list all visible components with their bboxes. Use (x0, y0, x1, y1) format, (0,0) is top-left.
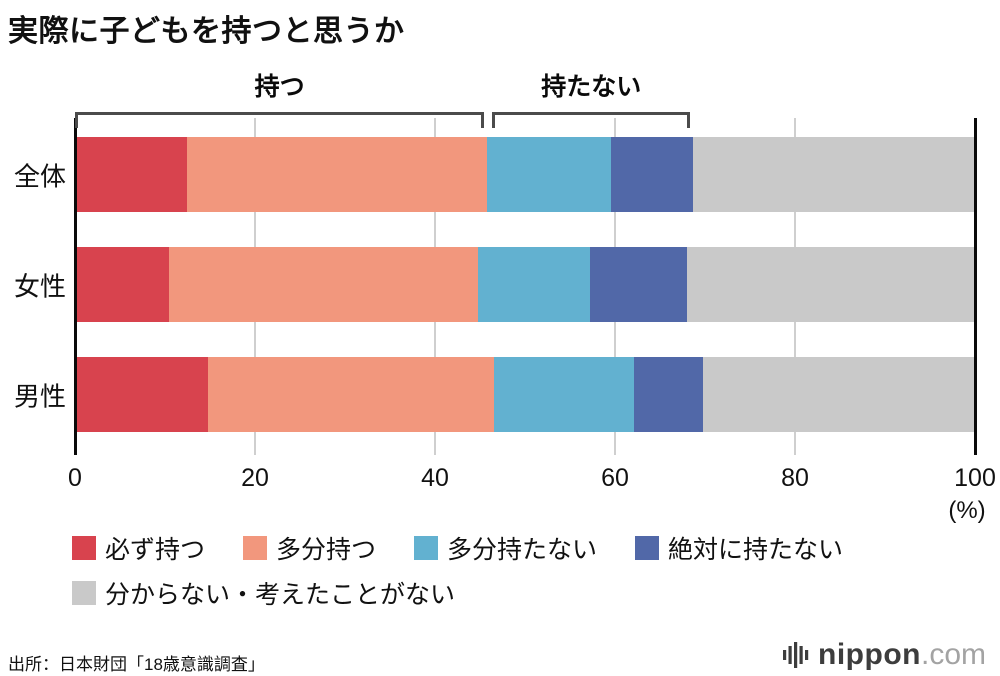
logo-name: nippon (818, 638, 921, 671)
nippon-logo-text: nippon.com (818, 640, 986, 670)
bar-segment (611, 137, 694, 212)
legend-item: 多分持つ (243, 530, 376, 566)
legend-label: 必ず持つ (105, 536, 206, 564)
x-tick-label: 40 (421, 464, 449, 492)
chart-title: 実際に子どもを持つと思うか (8, 15, 405, 48)
category-label: 男性 (13, 381, 66, 411)
x-tick-label: 20 (241, 464, 269, 492)
x-tick-label: 80 (781, 464, 809, 492)
bar-segment (487, 137, 612, 212)
bar-segment (703, 357, 975, 432)
bar-segment (693, 137, 975, 212)
category-label: 女性 (13, 271, 66, 301)
x-tick-label: 0 (68, 464, 82, 492)
x-tick-label: 100 (954, 464, 996, 492)
plot-area (74, 118, 977, 455)
bar-segment (75, 247, 169, 322)
y-axis-line (74, 118, 77, 455)
bar-segment (494, 357, 634, 432)
legend-label: 多分持たない (447, 536, 598, 564)
legend-row: 分からない・考えたことがない (72, 575, 843, 611)
nippon-logo-bars-icon (783, 642, 809, 668)
bar-segment (589, 247, 687, 322)
bracket: 持たない (492, 73, 691, 128)
legend-label: 絶対に持たない (668, 536, 844, 564)
category-label: 全体 (13, 161, 66, 191)
legend: 必ず持つ 多分持つ 多分持たない 絶対に持たない分からない・考えたことがない (72, 530, 843, 611)
bar-segment (687, 247, 975, 322)
bracket-label: 持つ (254, 73, 305, 101)
legend-swatch (635, 536, 660, 560)
bar-segment (75, 137, 187, 212)
nippon-logo: nippon.com (783, 640, 986, 670)
legend-label: 多分持つ (276, 536, 377, 564)
bar-segment (75, 357, 209, 432)
right-boundary-line (974, 118, 977, 455)
x-tick-label: 60 (601, 464, 629, 492)
logo-domain: .com (920, 638, 986, 671)
legend-item: 多分持たない (414, 530, 597, 566)
legend-swatch (243, 536, 268, 560)
source-text: 出所：日本財団「18歳意識調査」 (8, 655, 265, 674)
legend-item: 絶対に持たない (635, 530, 843, 566)
bar-segment (633, 357, 704, 432)
bar-segment (186, 137, 488, 212)
bracket: 持つ (75, 73, 485, 128)
legend-label: 分からない・考えたことがない (105, 581, 456, 609)
legend-swatch (72, 536, 96, 560)
legend-item: 必ず持つ (72, 530, 205, 566)
bar-segment (208, 357, 495, 432)
legend-swatch (414, 536, 439, 560)
legend-swatch (72, 581, 96, 605)
legend-item: 分からない・考えたことがない (72, 575, 455, 611)
bracket-label: 持たない (541, 73, 642, 101)
x-axis-unit: (%) (948, 497, 986, 524)
legend-row: 必ず持つ 多分持つ 多分持たない 絶対に持たない (72, 530, 843, 566)
bar-segment (168, 247, 479, 322)
bar-segment (478, 247, 590, 322)
